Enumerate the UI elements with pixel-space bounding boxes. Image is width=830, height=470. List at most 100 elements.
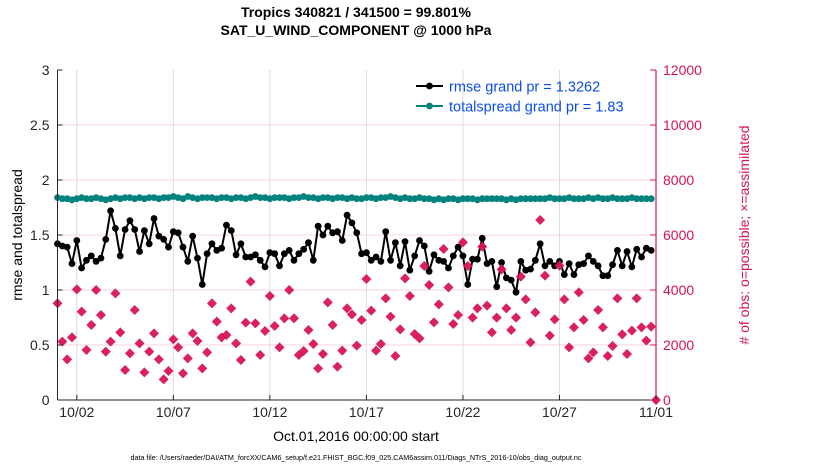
obs-count-marker xyxy=(390,351,401,361)
obs-count-marker xyxy=(139,367,150,378)
obs-count-marker xyxy=(583,353,594,364)
obs-count-marker xyxy=(593,304,604,315)
data-point xyxy=(623,248,631,255)
obs-count-marker xyxy=(443,282,454,293)
data-point xyxy=(647,195,655,203)
data-point xyxy=(589,258,597,265)
y-tick-label: 0.5 xyxy=(30,337,50,353)
data-point xyxy=(536,195,544,203)
data-point xyxy=(560,271,568,278)
data-point xyxy=(642,195,650,203)
data-point xyxy=(343,211,351,219)
data-point xyxy=(102,236,110,243)
obs-count-marker xyxy=(646,321,657,332)
data-point xyxy=(353,229,361,237)
obs-count-marker xyxy=(322,297,333,308)
data-point xyxy=(353,195,361,203)
obs-count-marker xyxy=(385,311,396,322)
obs-count-marker xyxy=(602,351,613,361)
data-point xyxy=(531,256,539,264)
data-point xyxy=(613,247,621,254)
data-point xyxy=(527,195,534,203)
data-point xyxy=(131,226,139,233)
obs-count-marker xyxy=(327,320,338,331)
obs-count-marker xyxy=(202,347,213,358)
legend-label: totalspread grand pr = 1.83 xyxy=(449,100,624,116)
data-point xyxy=(136,248,143,255)
data-point xyxy=(372,253,380,261)
obs-count-marker xyxy=(105,336,116,347)
obs-count-marker xyxy=(110,288,121,299)
obs-count-marker xyxy=(81,345,92,356)
y-right-tick-label: 0 xyxy=(663,392,671,408)
data-point xyxy=(63,243,71,251)
obs-count-marker xyxy=(380,293,391,304)
data-point xyxy=(570,195,578,203)
data-point xyxy=(551,195,559,203)
data-point xyxy=(285,247,293,254)
data-point xyxy=(324,222,332,230)
obs-count-marker xyxy=(62,354,73,365)
data-point xyxy=(87,252,95,260)
legend-label: rmse grand pr = 1.3262 xyxy=(449,80,600,96)
obs-count-marker xyxy=(472,303,483,314)
obs-count-marker xyxy=(375,339,386,350)
y-right-tick-label: 12000 xyxy=(663,62,702,78)
data-point xyxy=(488,258,496,265)
data-point xyxy=(348,219,356,227)
data-point xyxy=(83,256,90,264)
y-axis-label: rmse and totalspread xyxy=(9,169,25,301)
data-point xyxy=(585,252,592,260)
obs-count-marker xyxy=(86,320,97,331)
obs-count-marker xyxy=(486,327,497,338)
x-tick-label: 10/17 xyxy=(349,404,384,420)
obs-count-marker xyxy=(631,293,642,304)
data-point xyxy=(609,261,616,269)
data-point xyxy=(527,265,534,273)
obs-count-marker xyxy=(226,303,237,314)
data-point xyxy=(276,194,283,202)
obs-count-marker xyxy=(173,342,184,353)
data-point xyxy=(556,195,563,203)
data-point xyxy=(198,194,206,202)
obs-count-marker xyxy=(544,330,555,341)
obs-count-marker xyxy=(539,270,550,281)
y-tick-label: 1.5 xyxy=(30,227,50,243)
data-point xyxy=(449,252,457,260)
data-point xyxy=(522,195,530,203)
obs-count-marker xyxy=(337,345,348,356)
data-point xyxy=(83,195,90,203)
obs-count-marker xyxy=(501,303,512,314)
obs-count-marker xyxy=(95,309,106,320)
data-point xyxy=(116,252,124,260)
obs-count-marker xyxy=(308,339,319,350)
obs-count-marker xyxy=(124,348,135,359)
x-axis-label: Oct.01,2016 00:00:00 start xyxy=(273,428,439,444)
obs-count-marker xyxy=(144,346,155,357)
data-point xyxy=(570,271,578,278)
obs-count-marker xyxy=(158,374,169,385)
data-point xyxy=(145,194,153,202)
data-point xyxy=(367,256,375,264)
obs-count-marker xyxy=(211,316,222,327)
obs-count-marker xyxy=(120,364,131,375)
data-point xyxy=(305,239,312,247)
data-point xyxy=(377,258,385,265)
obs-count-marker xyxy=(626,325,637,336)
obs-count-marker xyxy=(525,337,536,348)
y-right-tick-label: 2000 xyxy=(663,337,694,353)
data-point xyxy=(430,251,438,259)
data-point xyxy=(300,245,308,253)
data-point xyxy=(232,194,240,202)
y-tick-label: 2 xyxy=(42,172,50,188)
data-point xyxy=(223,221,230,229)
y-right-tick-label: 4000 xyxy=(663,282,694,298)
data-point xyxy=(599,195,607,203)
obs-count-marker xyxy=(313,363,324,374)
data-point xyxy=(150,215,158,222)
y-right-tick-label: 10000 xyxy=(663,117,702,133)
obs-count-marker xyxy=(597,322,608,333)
obs-count-marker xyxy=(303,325,314,336)
data-point xyxy=(256,194,264,202)
data-point xyxy=(541,262,549,270)
